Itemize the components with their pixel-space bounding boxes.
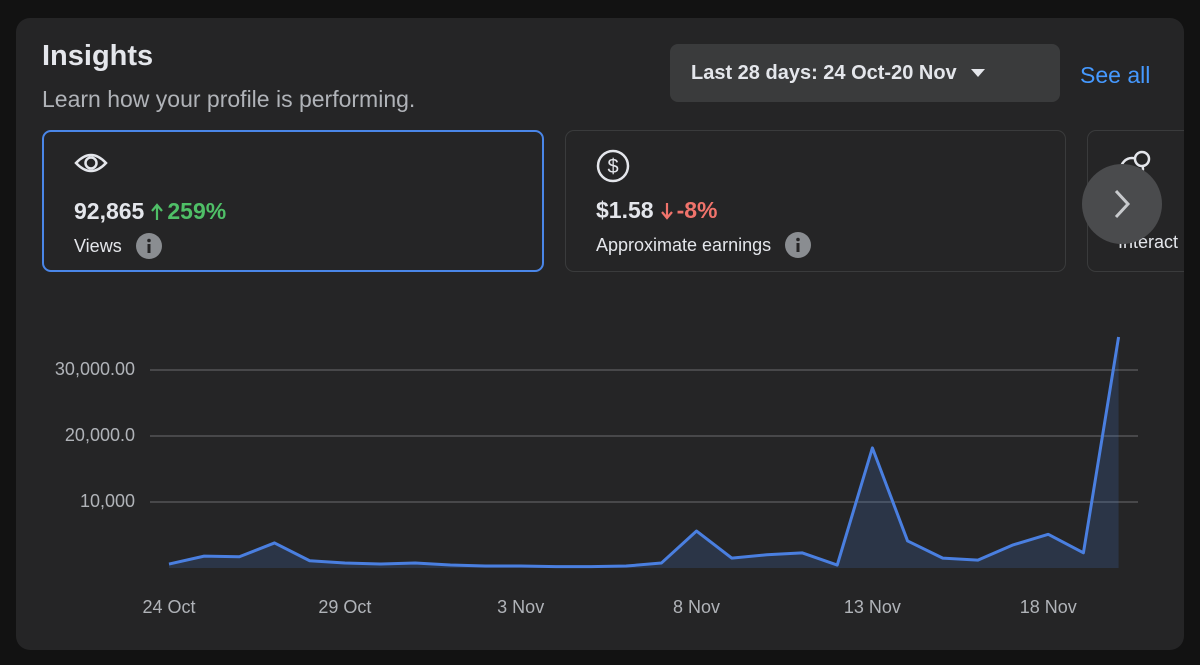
- area: [169, 337, 1119, 568]
- x-tick-label: 8 Nov: [673, 597, 720, 617]
- line: [168, 336, 1121, 569]
- subtitle: Learn how your profile is performing.: [42, 86, 416, 112]
- x-tick-label: 24 Oct: [142, 597, 195, 617]
- card-label-row: Approximate earnings: [596, 232, 812, 258]
- eye-icon: [74, 153, 108, 173]
- chevron-right: [1114, 189, 1131, 219]
- x-tick-label: 29 Oct: [318, 597, 371, 617]
- card-change: 259%: [150, 198, 226, 225]
- info-icon[interactable]: [135, 233, 162, 259]
- dollar-icon: $: [596, 149, 630, 183]
- info-icon[interactable]: [785, 232, 812, 258]
- change-arrow: [660, 202, 673, 220]
- y-tick-label: 30,000.00: [55, 359, 135, 379]
- card-label: Approximate earnings: [596, 234, 772, 255]
- change-value: -8%: [676, 197, 718, 223]
- change-value: 259%: [167, 198, 227, 224]
- card-value: 92,865: [74, 198, 145, 224]
- card-value-row: $1.58 -8%: [596, 197, 717, 224]
- earnings-card[interactable]: $ $1.58 -8% Approximate earnings: [565, 130, 1066, 272]
- svg-text:$: $: [607, 156, 618, 178]
- views-card[interactable]: 92,865 259% Views: [42, 130, 544, 272]
- x-tick-label: 13 Nov: [844, 597, 901, 617]
- next-button[interactable]: [1082, 164, 1162, 244]
- card-label-row: Views: [74, 233, 162, 259]
- y-tick-label: 20,000.0: [65, 425, 135, 445]
- title: Insights: [42, 40, 154, 72]
- change-arrow: [151, 202, 164, 220]
- see-all-link[interactable]: See all: [1080, 62, 1151, 88]
- y-tick-label: 10,000: [80, 491, 135, 511]
- card-change: -8%: [660, 197, 718, 224]
- views-chart: 10,000 20,000.0 30,000.00 24 Oct 29 Oct 3 Nov…: [55, 336, 1138, 617]
- card-label: Views: [74, 235, 122, 256]
- insights-panel: Insights Learn how your profile is perfo…: [16, 18, 1184, 650]
- date-range-dropdown[interactable]: Last 28 days: 24 Oct-20 Nov: [670, 44, 1060, 102]
- card-value-row: 92,865 259%: [74, 198, 226, 225]
- x-tick-label: 3 Nov: [497, 597, 544, 617]
- date-range-label: Last 28 days: 24 Oct-20 Nov: [691, 61, 957, 84]
- card-value: $1.58: [596, 197, 654, 223]
- dropdown-caret: [970, 68, 985, 77]
- x-tick-label: 18 Nov: [1020, 597, 1077, 617]
